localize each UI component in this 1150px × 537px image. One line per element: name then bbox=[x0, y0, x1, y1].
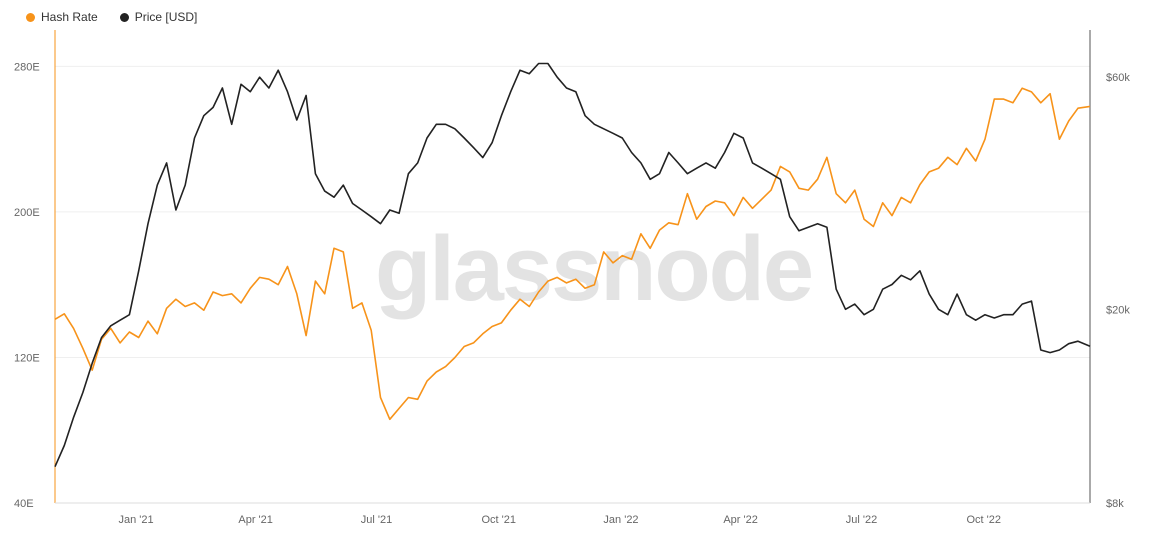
y-left-tick-label: 200E bbox=[14, 207, 40, 219]
series-line-price bbox=[54, 62, 1091, 468]
legend-item-hash-rate[interactable]: Hash Rate bbox=[26, 10, 98, 24]
chart-legend: Hash Rate Price [USD] bbox=[26, 10, 197, 24]
x-tick-label: Oct '21 bbox=[482, 514, 517, 526]
tick-layer: 40E 120E 200E 280E $8k $20k $60k Jan '21 Apr '21… bbox=[14, 61, 1130, 526]
legend-item-price[interactable]: Price [USD] bbox=[119, 10, 198, 24]
y-left-tick-label: 280E bbox=[14, 61, 40, 73]
grid-layer bbox=[55, 65, 1090, 358]
x-tick-label: Jul '22 bbox=[846, 514, 877, 526]
x-tick-label: Jan '22 bbox=[603, 514, 638, 526]
series-layer bbox=[54, 62, 1091, 468]
x-tick-label: Apr '21 bbox=[238, 514, 273, 526]
legend-dot-hash-rate bbox=[26, 12, 35, 22]
x-tick-label: Apr '22 bbox=[723, 514, 758, 526]
x-tick-label: Jan '21 bbox=[118, 514, 153, 526]
x-tick-label: Oct '22 bbox=[966, 514, 1001, 526]
x-tick-label: Jul '21 bbox=[361, 514, 392, 526]
watermark-text: glassnode bbox=[375, 218, 812, 320]
legend-dot-price bbox=[119, 12, 129, 22]
y-left-tick-label: 40E bbox=[14, 498, 34, 510]
series-line-hash-rate bbox=[54, 87, 1091, 421]
legend-label-price: Price [USD] bbox=[134, 10, 198, 24]
axis-layer bbox=[54, 30, 1091, 504]
y-right-tick-label: $8k bbox=[1106, 498, 1124, 510]
y-right-tick-label: $20k bbox=[1106, 304, 1130, 316]
y-right-tick-label: $60k bbox=[1106, 72, 1130, 84]
y-left-tick-label: 120E bbox=[14, 352, 40, 364]
legend-label-hash-rate: Hash Rate bbox=[41, 10, 98, 24]
